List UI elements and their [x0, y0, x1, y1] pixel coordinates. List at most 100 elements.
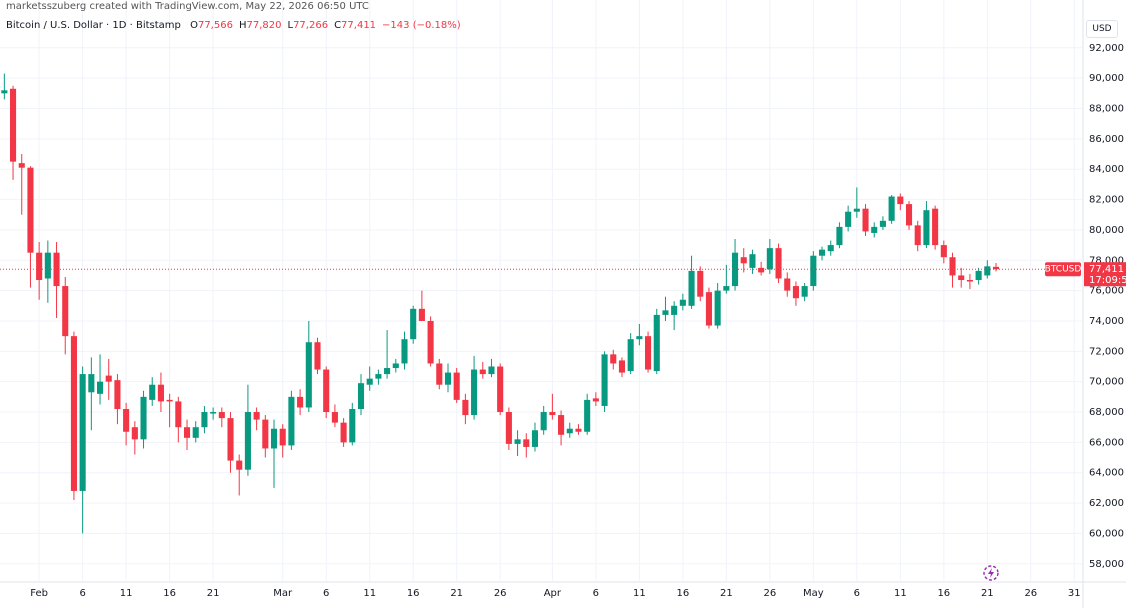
- y-tick-label: 90,000: [1089, 73, 1124, 84]
- candle-body: [636, 336, 643, 340]
- candle-body: [36, 252, 43, 280]
- x-tick-label: 26: [1024, 588, 1037, 599]
- candle-body: [514, 439, 521, 444]
- candle-body: [314, 342, 321, 370]
- candle-body: [253, 412, 260, 420]
- candle-body: [662, 310, 669, 315]
- candle-body: [723, 286, 730, 291]
- candle-body: [323, 369, 330, 413]
- candle-body: [453, 372, 460, 400]
- candle-body: [558, 415, 565, 435]
- candle-body: [44, 252, 51, 279]
- y-tick-label: 84,000: [1089, 164, 1124, 175]
- legend-key: C: [334, 20, 342, 31]
- candle-body: [427, 320, 434, 364]
- candle-body: [566, 428, 573, 434]
- x-tick-label: 16: [407, 588, 420, 599]
- legend-key: O: [190, 20, 198, 31]
- x-tick-label: 11: [894, 588, 907, 599]
- candle-body: [966, 279, 973, 282]
- candle-body: [192, 427, 199, 438]
- x-tick-label: 11: [120, 588, 133, 599]
- currency-label[interactable]: USD: [1086, 20, 1118, 38]
- candle-body: [801, 286, 808, 297]
- candle-body: [940, 245, 947, 258]
- candle-body: [888, 196, 895, 221]
- legend-value: 77,566: [197, 20, 233, 31]
- candle-body: [540, 412, 547, 431]
- candle-body: [549, 412, 556, 416]
- candle-body: [140, 396, 147, 440]
- replay-icon[interactable]: [983, 565, 999, 581]
- candle-body: [62, 286, 69, 337]
- symbol-tag-text: BTCUSD: [1045, 265, 1082, 275]
- candle-body: [740, 257, 747, 264]
- candle-body: [827, 245, 834, 252]
- candle-body: [592, 398, 599, 402]
- candle-body: [201, 412, 208, 428]
- candle-body: [114, 380, 121, 409]
- candle-body: [688, 270, 695, 306]
- candle-body: [384, 368, 391, 375]
- x-tick-label: 26: [763, 588, 776, 599]
- candle-body: [897, 196, 904, 205]
- candle-body: [401, 339, 408, 364]
- candle-body: [297, 396, 304, 408]
- candle-body: [331, 412, 338, 423]
- candle-body: [905, 204, 913, 226]
- candle-body: [96, 381, 104, 394]
- x-tick-label: 16: [676, 588, 689, 599]
- y-tick-label: 74,000: [1089, 316, 1124, 327]
- y-tick-label: 64,000: [1089, 468, 1124, 479]
- price-tag-countdown: 17:09:53: [1089, 275, 1126, 286]
- price-tag-value: 77,411: [1089, 264, 1124, 275]
- x-tick-label: 31: [1068, 588, 1081, 599]
- icon-bolt: [988, 568, 994, 578]
- candle-body: [932, 208, 939, 246]
- candle-body: [444, 372, 452, 385]
- x-tick-label: Mar: [273, 588, 293, 599]
- candle-body: [775, 248, 782, 279]
- legend-value: −143 (−0.18%): [382, 20, 461, 31]
- candle-body: [392, 363, 399, 369]
- candle-body: [70, 336, 77, 491]
- x-tick-label: 21: [450, 588, 463, 599]
- candle-body: [462, 399, 469, 416]
- candle-body: [175, 401, 182, 428]
- x-tick-label: 21: [720, 588, 733, 599]
- candle-body: [758, 267, 765, 273]
- candle-body: [123, 408, 130, 432]
- y-tick-label: 88,000: [1089, 104, 1124, 115]
- candle-body: [357, 383, 365, 409]
- candle-body: [418, 308, 425, 321]
- y-tick-label: 92,000: [1089, 43, 1124, 54]
- candle-body: [923, 210, 930, 246]
- y-tick-label: 66,000: [1089, 437, 1124, 448]
- y-tick-label: 62,000: [1089, 498, 1124, 509]
- ohlc-legend: O77,566 H77,820 L77,266 C77,411 −143 (−0.18%…: [184, 20, 461, 31]
- y-tick-label: 82,000: [1089, 195, 1124, 206]
- y-tick-label: 68,000: [1089, 407, 1124, 418]
- symbol-tag: [1045, 262, 1081, 277]
- x-tick-label: 6: [593, 588, 599, 599]
- candle-body: [671, 305, 678, 315]
- candle-body: [166, 399, 173, 402]
- candle-body: [244, 412, 251, 470]
- legend-line: Bitcoin / U.S. Dollar · 1D · Bitstamp O7…: [6, 19, 461, 32]
- x-tick-label: 26: [494, 588, 507, 599]
- y-tick-label: 78,000: [1089, 255, 1124, 266]
- legend-key: H: [238, 20, 247, 31]
- candle-body: [610, 354, 617, 364]
- x-tick-label: 6: [79, 588, 85, 599]
- candle-body: [914, 225, 921, 246]
- candle-body: [505, 412, 512, 444]
- candle-body: [618, 360, 626, 373]
- candle-body: [157, 384, 164, 402]
- candle-body: [288, 396, 295, 446]
- candle-body: [488, 366, 495, 375]
- candle-body: [349, 408, 356, 443]
- candle-body: [183, 427, 191, 438]
- candle-body: [18, 163, 25, 168]
- candle-body: [705, 292, 712, 326]
